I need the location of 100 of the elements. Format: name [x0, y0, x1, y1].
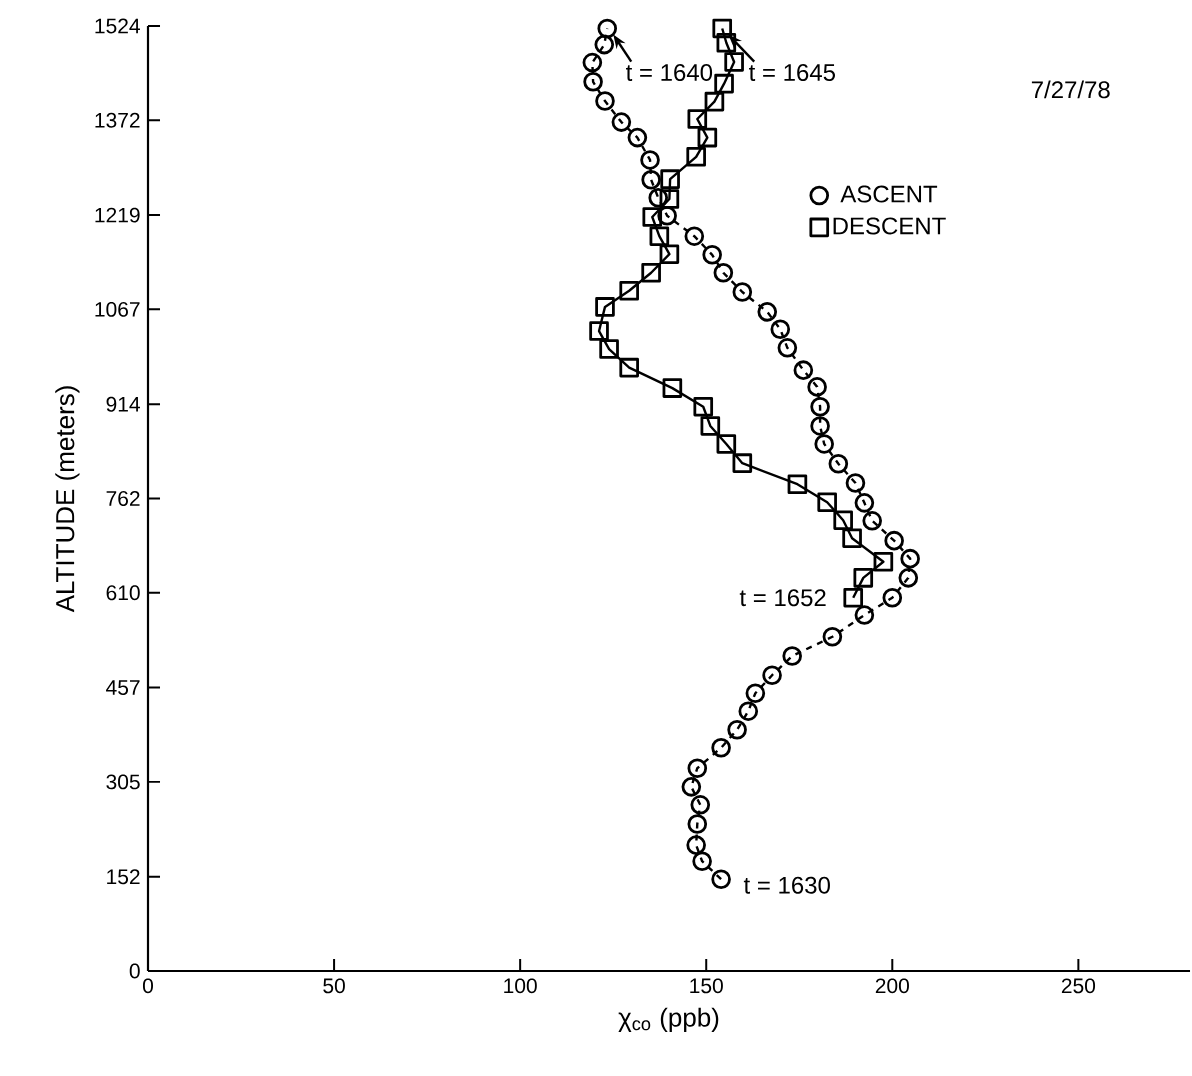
- y-tick-label: 914: [106, 396, 140, 412]
- point: [777, 338, 798, 358]
- point: [684, 226, 705, 246]
- point: [648, 187, 669, 208]
- y-tick-label: 0: [129, 963, 140, 979]
- annotation: t = 1630: [743, 876, 830, 894]
- point: [882, 587, 903, 608]
- y-tick-label: 152: [107, 869, 140, 885]
- point: [641, 262, 661, 283]
- point: [687, 109, 708, 129]
- point: [711, 737, 731, 758]
- point: [854, 493, 875, 513]
- point: [810, 416, 830, 436]
- point: [595, 91, 615, 111]
- point: [770, 319, 791, 340]
- x-tick-label: 100: [504, 978, 537, 994]
- y-tick-label: 1524: [95, 18, 140, 34]
- point: [732, 282, 753, 302]
- point: [854, 605, 875, 625]
- x-tick-label: 200: [875, 978, 909, 994]
- point: [681, 777, 702, 797]
- point: [659, 189, 680, 209]
- point: [649, 226, 670, 246]
- point: [732, 453, 753, 473]
- y-tick-label: 1372: [95, 112, 140, 128]
- y-tick-label: 457: [106, 680, 140, 695]
- point: [659, 244, 680, 264]
- point: [690, 795, 711, 815]
- point: [787, 474, 808, 495]
- x-tick-label: 0: [142, 978, 154, 994]
- point: [793, 360, 814, 380]
- point: [640, 150, 660, 170]
- y-tick-label: 305: [106, 774, 140, 790]
- x-tick-label: 250: [1061, 978, 1096, 994]
- point: [807, 377, 827, 397]
- point: [817, 492, 837, 513]
- point: [873, 551, 894, 572]
- point: [845, 473, 866, 493]
- point: [727, 719, 747, 740]
- annotation: t = 1645: [749, 63, 836, 81]
- point: [714, 73, 734, 94]
- point: [712, 18, 733, 39]
- point: [692, 851, 712, 872]
- point: [884, 530, 904, 551]
- point: [862, 511, 882, 531]
- point: [582, 52, 603, 73]
- point: [810, 396, 830, 417]
- point: [711, 869, 731, 890]
- point: [687, 758, 708, 779]
- point: [724, 52, 744, 72]
- point: [686, 147, 706, 167]
- point: [828, 453, 849, 474]
- y-tick-label: 1067: [95, 301, 140, 317]
- annotation: t = 1640: [626, 63, 713, 81]
- point: [611, 112, 632, 132]
- x-axis-title: χ$_{co}$ (ppb): [618, 1007, 719, 1032]
- annotation: t = 1652: [739, 589, 826, 607]
- y-tick-label: 610: [106, 585, 140, 601]
- point: [900, 548, 920, 569]
- point: [843, 587, 864, 608]
- y-axis-title: ALTITUDE (meters): [55, 386, 80, 613]
- x-tick-label: 50: [323, 978, 345, 994]
- point: [594, 34, 615, 55]
- point: [700, 416, 721, 436]
- point: [641, 169, 661, 190]
- point: [619, 357, 639, 378]
- point: [814, 434, 834, 454]
- y-tick-label: 1219: [95, 207, 140, 223]
- point: [745, 683, 766, 703]
- legend-label: DESCENT: [833, 217, 946, 235]
- point: [660, 169, 680, 189]
- point: [697, 127, 718, 148]
- point: [627, 127, 648, 148]
- point: [662, 378, 683, 398]
- point: [704, 91, 725, 112]
- point: [599, 339, 619, 359]
- point: [687, 814, 708, 834]
- point: [702, 245, 722, 265]
- point: [782, 646, 802, 666]
- point: [713, 262, 734, 283]
- point: [842, 528, 862, 548]
- point: [833, 510, 853, 530]
- x-tick-label: 150: [690, 978, 723, 994]
- point: [762, 665, 782, 686]
- y-tick-label: 762: [106, 491, 140, 506]
- point: [619, 280, 639, 301]
- point: [757, 302, 778, 322]
- point: [589, 321, 609, 341]
- point: [716, 32, 737, 53]
- legend-label: ASCENT: [840, 185, 938, 203]
- point: [716, 434, 737, 454]
- point: [583, 72, 603, 92]
- point: [595, 297, 615, 317]
- point: [898, 568, 919, 588]
- point: [822, 626, 843, 647]
- point: [686, 835, 706, 855]
- point: [642, 207, 663, 227]
- point: [597, 18, 618, 39]
- point: [693, 396, 714, 417]
- point: [738, 701, 759, 721]
